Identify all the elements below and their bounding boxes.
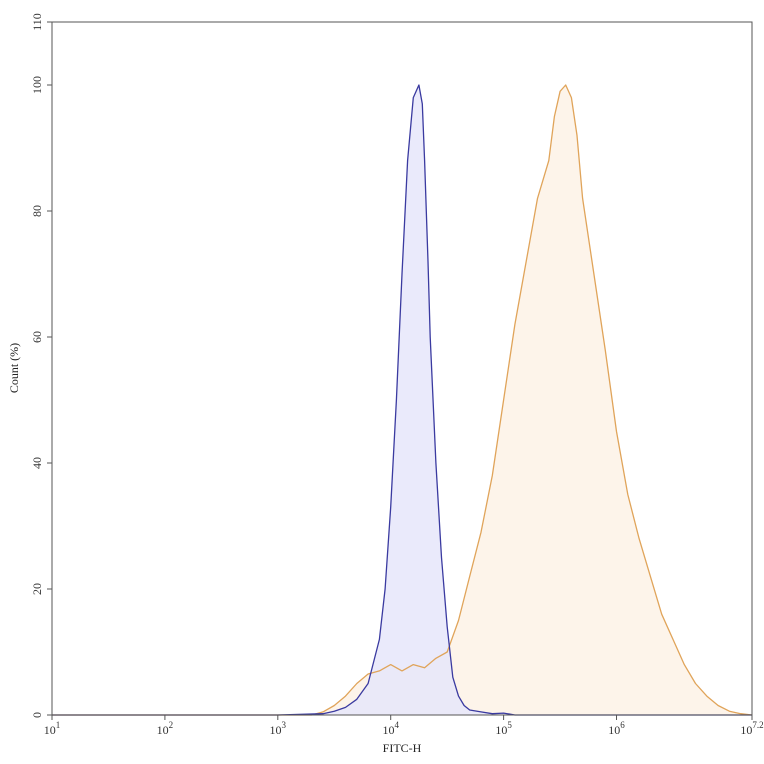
- x-axis-title: FITC-H: [383, 741, 422, 755]
- x-axis: 101 102 103 104 105 106 107.2: [44, 715, 764, 737]
- y-axis-title: Count (%): [7, 343, 21, 393]
- x-tick-label: 102: [157, 720, 174, 737]
- y-tick-label: 60: [30, 331, 44, 343]
- y-tick-label: 100: [30, 76, 44, 94]
- x-tick-label: 104: [382, 720, 399, 737]
- x-tick-label: 103: [270, 720, 287, 737]
- x-tick-label: 105: [495, 720, 512, 737]
- y-tick-label: 80: [30, 205, 44, 217]
- series-1-line: [52, 84, 753, 716]
- x-tick-label: 106: [608, 720, 625, 737]
- plot-fills: [52, 85, 752, 715]
- x-tick-label: 107.2: [740, 720, 763, 737]
- plot-frame: [51, 21, 753, 716]
- y-tick-label: 20: [30, 583, 44, 595]
- plot-lines: [52, 84, 753, 716]
- series-0-fill: [52, 85, 752, 715]
- y-tick-label: 110: [30, 13, 44, 31]
- x-tick-label: 101: [44, 720, 61, 737]
- y-tick-label: 0: [30, 712, 44, 718]
- series-1-fill: [52, 85, 752, 715]
- series-0-line: [52, 84, 752, 716]
- y-axis: 0 20 40 60 80 100 110: [30, 13, 52, 718]
- y-tick-label: 40: [30, 457, 44, 469]
